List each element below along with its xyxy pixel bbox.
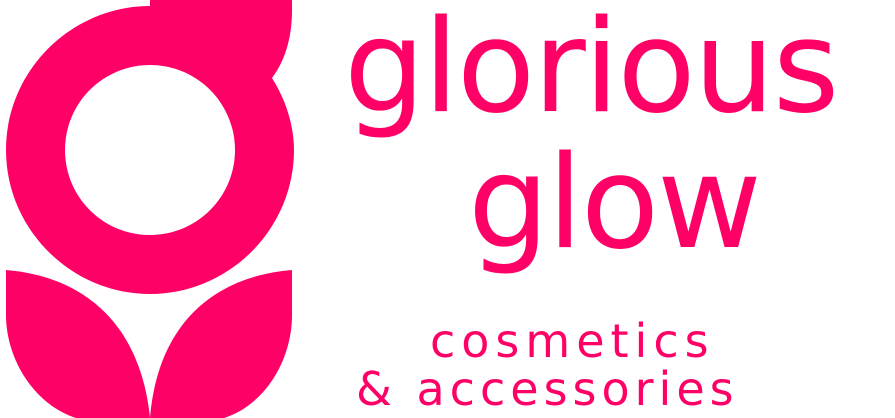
logo-ring-shape [6,0,294,294]
logo-right-petal-shape [150,270,292,418]
brand-name-line-2: glow [468,129,762,278]
tagline-line-1: cosmetics [430,314,715,368]
brand-name-line-1: glorious [344,0,839,142]
tagline-line-2: & accessories [356,362,739,416]
brand-logo-icon [0,0,300,418]
flower-g-logo-icon [6,0,294,418]
logo-left-petal-shape [6,270,150,418]
